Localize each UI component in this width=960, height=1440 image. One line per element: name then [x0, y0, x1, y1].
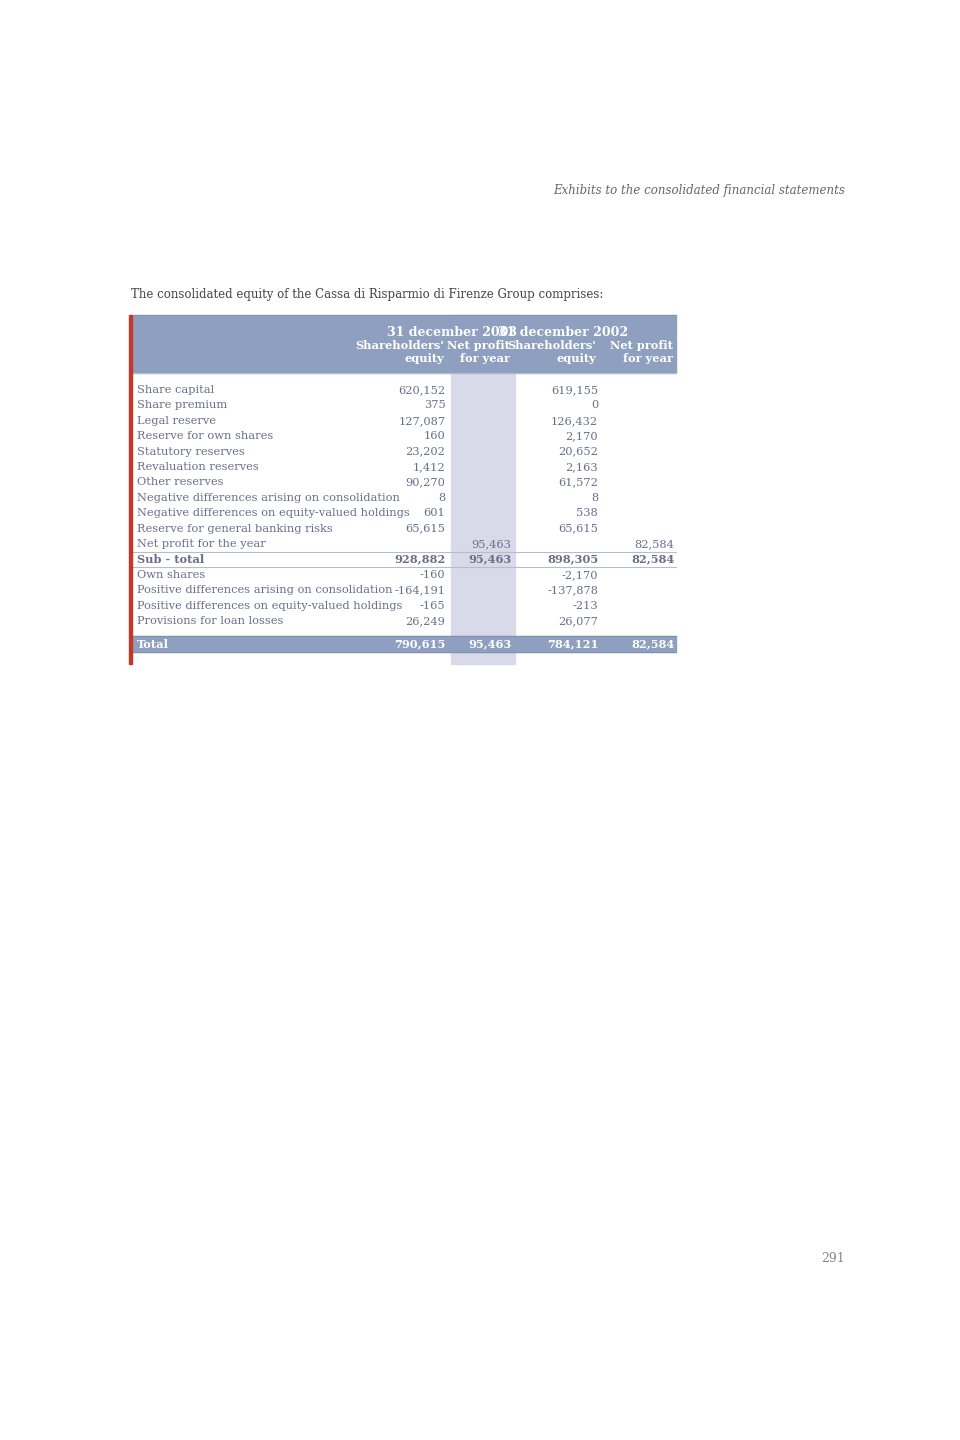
Text: -160: -160 [420, 570, 445, 580]
Text: Provisions for loan losses: Provisions for loan losses [137, 616, 283, 626]
Text: -137,878: -137,878 [547, 585, 598, 595]
Text: 291: 291 [821, 1251, 845, 1264]
Text: 31 december 2003: 31 december 2003 [387, 325, 517, 338]
Text: Net profit
for year: Net profit for year [610, 340, 673, 364]
Text: -165: -165 [420, 600, 445, 611]
Text: 8: 8 [439, 492, 445, 503]
Text: 1,412: 1,412 [413, 462, 445, 472]
Text: 790,615: 790,615 [395, 638, 445, 649]
Text: 26,077: 26,077 [559, 616, 598, 626]
Text: 160: 160 [423, 431, 445, 441]
Text: 898,305: 898,305 [547, 554, 598, 564]
Text: Other reserves: Other reserves [137, 477, 224, 487]
Text: Net profit
for year: Net profit for year [447, 340, 510, 364]
Text: 61,572: 61,572 [559, 477, 598, 487]
Text: 2,170: 2,170 [565, 431, 598, 441]
Text: Negative differences on equity-valued holdings: Negative differences on equity-valued ho… [137, 508, 410, 518]
Text: 26,249: 26,249 [406, 616, 445, 626]
Text: 0: 0 [591, 400, 598, 410]
Text: 95,463: 95,463 [471, 539, 512, 549]
Text: 928,882: 928,882 [395, 554, 445, 564]
Text: 82,584: 82,584 [635, 539, 674, 549]
Text: Legal reserve: Legal reserve [137, 416, 216, 426]
Text: 8: 8 [591, 492, 598, 503]
Text: The consolidated equity of the Cassa di Risparmio di Firenze Group comprises:: The consolidated equity of the Cassa di … [131, 288, 603, 301]
Text: 127,087: 127,087 [398, 416, 445, 426]
Text: 619,155: 619,155 [551, 384, 598, 395]
Text: Net profit for the year: Net profit for the year [137, 539, 266, 549]
Bar [132, 636, 677, 652]
Text: Own shares: Own shares [137, 570, 205, 580]
Text: Positive differences on equity-valued holdings: Positive differences on equity-valued ho… [137, 600, 402, 611]
Text: -164,191: -164,191 [395, 585, 445, 595]
Text: Statutory reserves: Statutory reserves [137, 446, 245, 456]
Text: 82,584: 82,584 [631, 554, 674, 564]
Text: Shareholders'
equity: Shareholders' equity [508, 340, 596, 364]
Text: 65,615: 65,615 [406, 524, 445, 534]
Text: 538: 538 [576, 508, 598, 518]
Text: Total: Total [137, 638, 169, 649]
Text: Exhibits to the consolidated financial statements: Exhibits to the consolidated financial s… [553, 184, 845, 197]
Text: 23,202: 23,202 [406, 446, 445, 456]
Text: 20,652: 20,652 [559, 446, 598, 456]
Text: -2,170: -2,170 [562, 570, 598, 580]
Text: Sub - total: Sub - total [137, 554, 204, 564]
Text: 620,152: 620,152 [398, 384, 445, 395]
Text: Share capital: Share capital [137, 384, 214, 395]
Text: Reserve for general banking risks: Reserve for general banking risks [137, 524, 333, 534]
Bar [451, 315, 516, 664]
Text: 2,163: 2,163 [565, 462, 598, 472]
Text: -213: -213 [572, 600, 598, 611]
Text: Share premium: Share premium [137, 400, 228, 410]
Text: Revaluation reserves: Revaluation reserves [137, 462, 259, 472]
Text: Negative differences arising on consolidation: Negative differences arising on consolid… [137, 492, 400, 503]
Text: 31 december 2002: 31 december 2002 [498, 325, 628, 338]
Bar [132, 315, 677, 373]
Bar [130, 315, 132, 664]
Text: 375: 375 [423, 400, 445, 410]
Text: Positive differences arising on consolidation: Positive differences arising on consolid… [137, 585, 393, 595]
Text: Shareholders'
equity: Shareholders' equity [355, 340, 444, 364]
Text: Reserve for own shares: Reserve for own shares [137, 431, 274, 441]
Text: 90,270: 90,270 [406, 477, 445, 487]
Text: 95,463: 95,463 [468, 638, 512, 649]
Text: 784,121: 784,121 [546, 638, 598, 649]
Text: 126,432: 126,432 [551, 416, 598, 426]
Text: 82,584: 82,584 [631, 638, 674, 649]
Text: 95,463: 95,463 [468, 554, 512, 564]
Text: 65,615: 65,615 [559, 524, 598, 534]
Text: 601: 601 [423, 508, 445, 518]
